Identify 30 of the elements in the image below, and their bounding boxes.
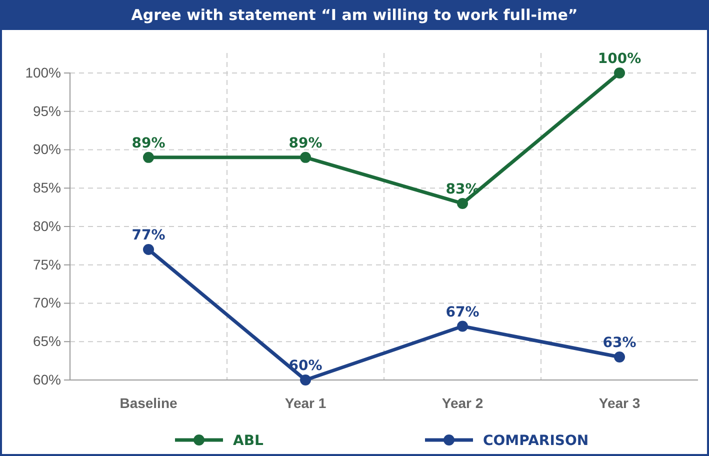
data-label: 77% xyxy=(132,228,166,244)
y-tick-label: 90% xyxy=(32,141,61,158)
y-tick-label: 85% xyxy=(32,180,61,196)
y-tick-label: 70% xyxy=(32,294,61,311)
x-tick-label: Year 2 xyxy=(442,394,484,411)
point xyxy=(300,374,311,386)
legend-label: COMPARISON xyxy=(483,433,589,449)
point xyxy=(457,320,468,332)
data-label: 100% xyxy=(598,51,642,67)
point xyxy=(143,152,154,163)
data-label: 89% xyxy=(132,135,166,152)
point xyxy=(614,68,625,78)
y-tick-label: 80% xyxy=(32,218,61,234)
point xyxy=(143,244,154,256)
y-tick-label: 75% xyxy=(32,256,61,272)
point xyxy=(300,152,311,163)
legend-label: ABL xyxy=(233,433,264,449)
y-tick-label: 60% xyxy=(32,371,61,388)
x-tick-label: Year 1 xyxy=(284,394,326,411)
x-tick-label: Baseline xyxy=(120,394,178,411)
chart-title: Agree with statement “I am willing to work full-ime” xyxy=(131,6,578,24)
x-tick-label: Year 3 xyxy=(598,394,640,411)
data-label: 63% xyxy=(602,334,636,351)
point xyxy=(457,198,468,209)
data-label: 67% xyxy=(446,304,480,320)
y-tick-label: 100% xyxy=(25,64,61,80)
point xyxy=(614,351,625,362)
y-tick-label: 65% xyxy=(32,333,61,350)
data-label: 89% xyxy=(288,135,322,152)
y-tick-label: 95% xyxy=(32,102,61,119)
